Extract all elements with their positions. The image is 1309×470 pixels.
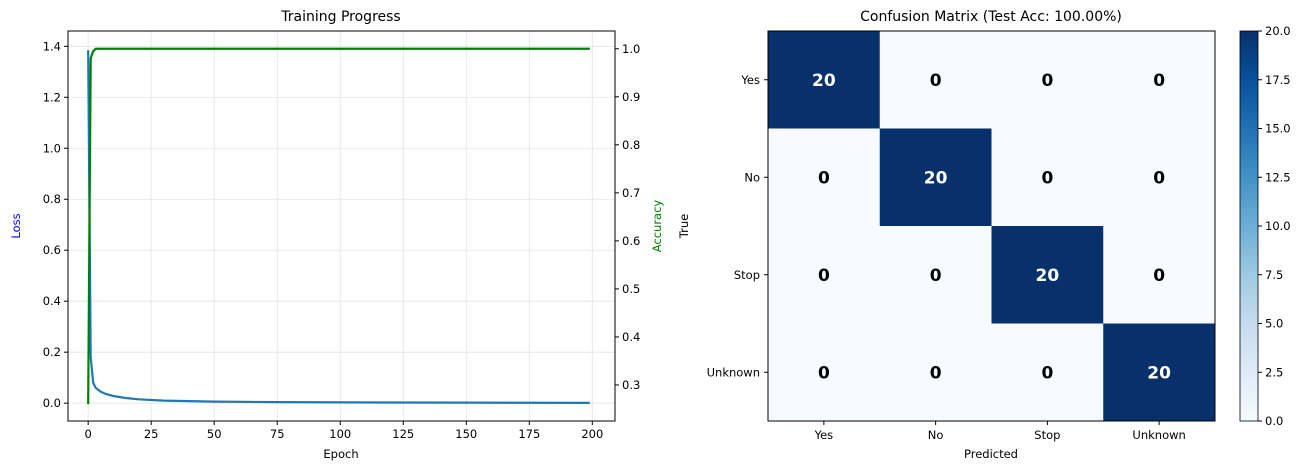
colorbar-tick-label: 12.5 bbox=[1265, 170, 1291, 184]
matrix-cell bbox=[768, 323, 881, 422]
right-y-ticks: 0.3 0.4 0.5 0.6 0.7 0.8 0.9 1.0 bbox=[615, 42, 640, 392]
cell-value: 0 bbox=[1041, 71, 1053, 91]
true-tick-label: Stop bbox=[734, 268, 760, 282]
confusion-matrix-chart: 20 0 0 0 0 20 0 0 0 0 20 0 0 0 0 20 Yes No Stop Unknown Ye… bbox=[677, 9, 1291, 461]
cell-value: 0 bbox=[1041, 363, 1053, 383]
cell-value: 20 bbox=[924, 168, 948, 188]
true-axis-label: True bbox=[677, 214, 691, 239]
plot-frame bbox=[67, 30, 616, 422]
colorbar bbox=[1239, 30, 1259, 422]
accuracy-tick-label: 0.3 bbox=[622, 378, 640, 392]
loss-axis-label: Loss bbox=[9, 213, 23, 238]
loss-tick-label: 0.2 bbox=[43, 345, 61, 359]
cell-value: 0 bbox=[818, 168, 830, 188]
colorbar-tick-label: 7.5 bbox=[1265, 268, 1283, 282]
matrix-cell bbox=[1103, 323, 1216, 422]
colorbar-tick-label: 10.0 bbox=[1265, 219, 1291, 233]
matrix-cell bbox=[879, 323, 992, 422]
cell-value: 0 bbox=[1153, 266, 1165, 286]
matrix-frame bbox=[767, 30, 1216, 422]
matrix-cell bbox=[991, 226, 1104, 324]
loss-tick-label: 1.2 bbox=[43, 90, 61, 104]
cell-value: 0 bbox=[1153, 168, 1165, 188]
matrix-cell bbox=[768, 31, 881, 129]
matrix-cell bbox=[991, 31, 1104, 129]
predicted-ticks: Yes No Stop Unknown bbox=[814, 421, 1186, 442]
x-axis-label: Epoch bbox=[323, 447, 358, 461]
loss-accuracy-lines bbox=[87, 47, 590, 405]
colorbar-tick-label: 17.5 bbox=[1265, 73, 1291, 87]
true-tick-label: Unknown bbox=[707, 365, 760, 379]
cell-value: 0 bbox=[930, 266, 942, 286]
accuracy-tick-label: 1.0 bbox=[622, 42, 640, 56]
x-tick-label: 0 bbox=[85, 427, 92, 441]
x-tick-label: 175 bbox=[518, 427, 540, 441]
cell-value: 0 bbox=[930, 71, 942, 91]
chart-title: Training Progress bbox=[280, 9, 400, 25]
predicted-tick-label: Yes bbox=[814, 428, 834, 442]
x-tick-label: 200 bbox=[581, 427, 603, 441]
matrix-cell bbox=[1103, 128, 1216, 227]
true-tick-label: Yes bbox=[740, 73, 760, 87]
cell-value: 20 bbox=[1147, 363, 1171, 383]
x-ticks: 0 25 50 75 100 125 150 175 200 bbox=[85, 421, 603, 441]
matrix-cells: 20 0 0 0 0 20 0 0 0 0 20 0 0 0 0 20 bbox=[768, 31, 1216, 422]
colorbar-ticks: 0.0 2.5 5.0 7.5 10.0 12.5 15.0 17.5 20.0 bbox=[1258, 24, 1291, 428]
loss-tick-label: 0.6 bbox=[43, 243, 61, 257]
colorbar-tick-label: 15.0 bbox=[1265, 122, 1291, 136]
matrix-cell bbox=[991, 128, 1104, 227]
colorbar-tick-label: 5.0 bbox=[1265, 317, 1283, 331]
cell-value: 0 bbox=[930, 363, 942, 383]
loss-tick-label: 0.0 bbox=[43, 396, 61, 410]
matrix-cell bbox=[991, 323, 1104, 422]
matrix-cell bbox=[768, 226, 881, 324]
loss-tick-label: 1.0 bbox=[43, 141, 61, 155]
loss-grid bbox=[68, 31, 615, 421]
cell-value: 0 bbox=[818, 266, 830, 286]
predicted-axis-label: Predicted bbox=[964, 447, 1018, 461]
accuracy-tick-label: 0.9 bbox=[622, 90, 640, 104]
accuracy-tick-label: 0.4 bbox=[622, 330, 640, 344]
predicted-tick-label: Unknown bbox=[1132, 428, 1185, 442]
matrix-cell bbox=[879, 128, 992, 227]
accuracy-axis-label: Accuracy bbox=[650, 200, 664, 253]
loss-line bbox=[87, 50, 590, 404]
loss-tick-label: 0.4 bbox=[43, 294, 61, 308]
accuracy-line bbox=[87, 47, 590, 405]
cell-value: 0 bbox=[1153, 71, 1165, 91]
matrix-title: Confusion Matrix (Test Acc: 100.00%) bbox=[860, 9, 1122, 25]
cell-value: 20 bbox=[1036, 266, 1060, 286]
loss-tick-label: 0.8 bbox=[43, 192, 61, 206]
cell-value: 0 bbox=[1041, 168, 1053, 188]
cell-value: 20 bbox=[812, 71, 836, 91]
x-tick-label: 75 bbox=[270, 427, 285, 441]
matrix-cell bbox=[1103, 226, 1216, 324]
training-progress-chart: 0 25 50 75 100 125 150 175 200 0.0 0.2 0.4 0.6 0.8 1.… bbox=[9, 9, 664, 461]
x-tick-label: 25 bbox=[144, 427, 159, 441]
predicted-tick-label: Stop bbox=[1034, 428, 1060, 442]
colorbar-tick-label: 2.5 bbox=[1265, 365, 1283, 379]
accuracy-tick-label: 0.7 bbox=[622, 186, 640, 200]
colorbar-tick-label: 20.0 bbox=[1265, 24, 1291, 38]
true-tick-label: No bbox=[744, 170, 760, 184]
loss-tick-label: 1.4 bbox=[43, 39, 61, 53]
accuracy-tick-label: 0.8 bbox=[622, 138, 640, 152]
matrix-cell bbox=[879, 31, 992, 129]
matrix-cell bbox=[879, 226, 992, 324]
x-tick-label: 150 bbox=[455, 427, 477, 441]
x-tick-label: 50 bbox=[207, 427, 222, 441]
colorbar-tick-label: 0.0 bbox=[1265, 414, 1283, 428]
accuracy-tick-label: 0.6 bbox=[622, 234, 640, 248]
matrix-cell bbox=[768, 128, 881, 227]
true-ticks: Yes No Stop Unknown bbox=[707, 73, 768, 379]
left-y-ticks: 0.0 0.2 0.4 0.6 0.8 1.0 1.2 1.4 bbox=[43, 39, 68, 410]
cell-value: 0 bbox=[818, 363, 830, 383]
x-tick-label: 125 bbox=[392, 427, 414, 441]
predicted-tick-label: No bbox=[928, 428, 944, 442]
x-tick-label: 100 bbox=[329, 427, 351, 441]
matrix-cell bbox=[1103, 31, 1216, 129]
accuracy-tick-label: 0.5 bbox=[622, 282, 640, 296]
